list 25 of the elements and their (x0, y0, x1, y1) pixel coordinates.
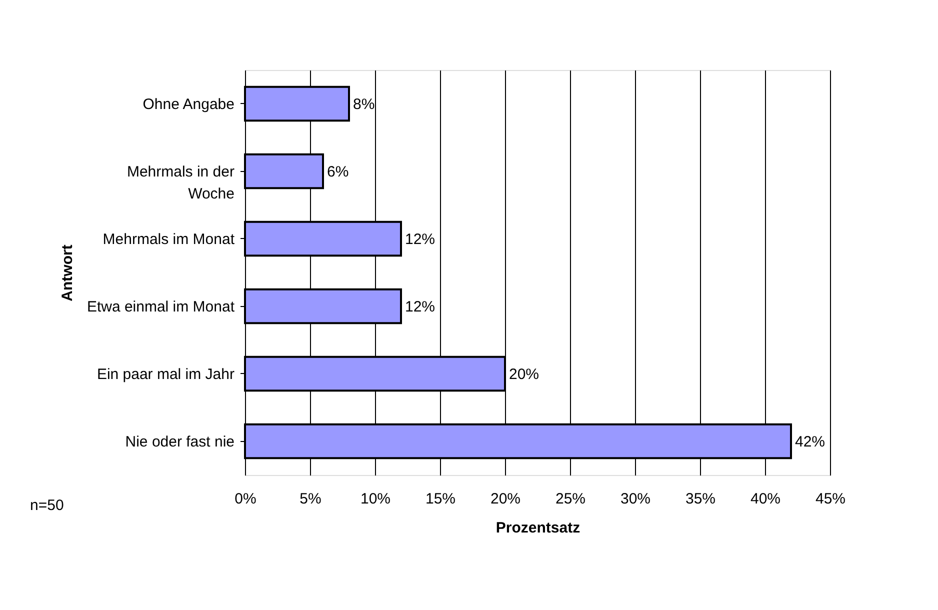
x-tick-label: 45% (815, 490, 846, 508)
x-tick-label: 0% (234, 490, 256, 508)
x-tick-label: 25% (555, 490, 586, 508)
x-tick-label: 30% (620, 490, 651, 508)
y-axis-title: Antwort (58, 244, 76, 302)
x-tick-label: 35% (685, 490, 716, 508)
y-tick-label: Ein paar mal im Jahr (96, 366, 234, 383)
data-label: 42% (795, 433, 826, 450)
x-tick-label: 40% (750, 490, 781, 508)
x-tick-label: 10% (360, 490, 391, 508)
y-tick-label: Mehrmals in der Woche (126, 163, 234, 202)
x-tick-label: 15% (425, 490, 456, 508)
y-tick-label: Etwa einmal im Monat (86, 298, 236, 316)
data-label: 6% (327, 163, 349, 180)
data-label: 8% (353, 96, 375, 113)
text: n=50 (30, 497, 64, 514)
x-tick-label: 5% (300, 490, 322, 508)
data-label: 20% (509, 366, 540, 383)
y-tick-label: Nie oder fast nie (125, 433, 234, 450)
data-label: 12% (405, 298, 436, 316)
y-tick-label: Mehrmals im Monat (102, 230, 236, 248)
x-tick-label: 20% (490, 490, 521, 508)
x-axis-title: Prozentsatz (496, 520, 580, 536)
y-tick-label: Ohne Angabe (142, 96, 234, 113)
data-label: 12% (405, 230, 436, 248)
